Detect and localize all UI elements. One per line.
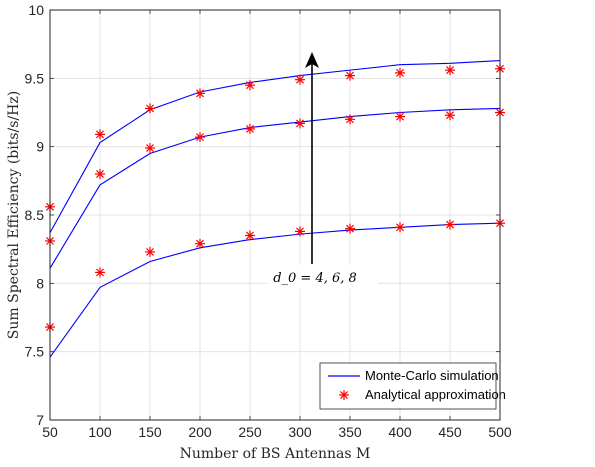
x-tick-label: 500	[488, 424, 512, 440]
legend: Monte-Carlo simulation Analytical approx…	[319, 362, 506, 410]
x-tick-label: 300	[288, 424, 312, 440]
data-point-d0=6	[395, 111, 405, 122]
legend-marker-swatch	[339, 390, 349, 400]
y-tick-label: 7.5	[25, 344, 45, 360]
x-tick-label: 200	[188, 424, 212, 440]
legend-star-marker	[339, 390, 349, 400]
legend-box	[319, 362, 497, 410]
data-point-d0=4	[145, 246, 155, 257]
y-tick-label: 10	[28, 2, 44, 18]
data-point-d0=6	[195, 132, 205, 143]
x-axis-label: Number of BS Antennas M	[180, 446, 371, 462]
data-point-d0=6	[245, 123, 255, 134]
x-tick-label: 450	[438, 424, 462, 440]
data-point-d0=8	[345, 70, 355, 81]
data-point-d0=4	[345, 223, 355, 234]
data-point-d0=8	[445, 65, 455, 76]
x-axis-ticks: 50 100 150 200 250 300 350 400 450 500	[42, 10, 512, 440]
legend-label-1: Analytical approximation	[365, 387, 506, 402]
x-tick-label: 250	[238, 424, 262, 440]
x-tick-label: 400	[388, 424, 412, 440]
x-tick-label: 50	[42, 424, 58, 440]
y-tick-label: 7	[36, 412, 44, 428]
series-line-d0=4	[49, 222, 501, 358]
data-point-d0=4	[95, 267, 105, 278]
data-point-d0=4	[195, 238, 205, 249]
legend-label-0: Monte-Carlo simulation	[365, 368, 499, 383]
y-axis-ticks: 7 7.5 8 8.5 9 9.5 10	[25, 2, 500, 428]
x-tick-label: 100	[88, 424, 112, 440]
x-tick-label: 150	[138, 424, 162, 440]
data-point-d0=6	[445, 110, 455, 121]
data-point-d0=8	[195, 88, 205, 99]
annotation-label: d_0 = 4, 6, 8	[273, 271, 357, 286]
y-tick-label: 9.5	[25, 70, 45, 86]
data-point-d0=4	[395, 222, 405, 233]
data-point-d0=8	[95, 129, 105, 140]
data-point-d0=4	[295, 226, 305, 237]
data-point-d0=8	[295, 74, 305, 85]
y-axis-label: Sum Spectral Efficiency (bits/s/Hz)	[6, 91, 22, 339]
series-markers	[45, 63, 505, 333]
y-tick-label: 8.5	[25, 207, 45, 223]
data-point-d0=4	[445, 219, 455, 230]
x-tick-label: 350	[338, 424, 362, 440]
data-point-d0=8	[145, 103, 155, 114]
y-tick-label: 9	[36, 139, 44, 155]
data-point-d0=4	[245, 230, 255, 241]
series-line-d0=8	[49, 60, 501, 234]
data-point-d0=8	[395, 67, 405, 78]
data-point-d0=6	[95, 169, 105, 179]
data-point-d0=6	[145, 143, 155, 154]
data-point-d0=8	[245, 80, 255, 91]
annotation-box	[268, 265, 378, 289]
series-line-d0=6	[49, 107, 501, 269]
series-lines	[49, 60, 501, 358]
annotation-arrow-head	[305, 52, 319, 68]
data-point-d0=6	[295, 118, 305, 129]
annotation: d_0 = 4, 6, 8	[268, 52, 378, 289]
y-tick-label: 8	[36, 275, 44, 291]
data-point-d0=6	[345, 114, 355, 125]
